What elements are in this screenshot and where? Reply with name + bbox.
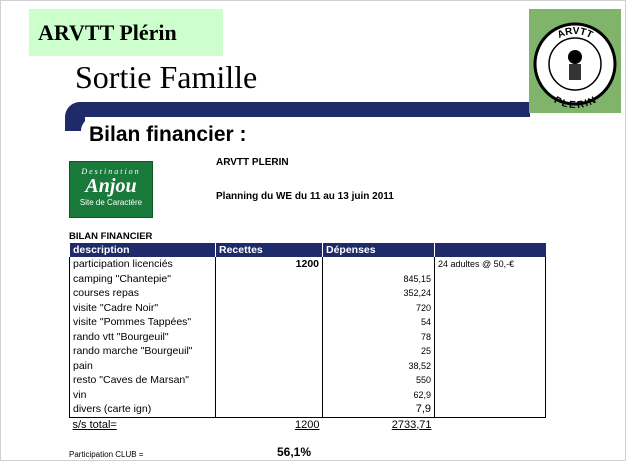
table-row: camping "Chantepie" 845,15 [69, 271, 546, 286]
total-cell: 2733,71 [391, 418, 432, 431]
table-cell [434, 344, 546, 359]
anjou-top: Destination [81, 167, 141, 176]
table-cell: visite "Cadre Noir" [69, 300, 216, 315]
table-cell: 24 adultes @ 50,-€ [434, 257, 546, 272]
table-row: courses repas 352,24 [69, 286, 546, 301]
table-cell: 550 [322, 373, 435, 388]
table-row: rando vtt "Bourgeuil" 78 [69, 329, 546, 344]
table-cell: 845,15 [322, 271, 435, 286]
section-title: Bilan financier : [89, 123, 247, 146]
table-row: rando marche "Bourgeuil" 25 [69, 344, 546, 359]
header-cell [434, 243, 546, 257]
budget-table: description Recettes Dépenses participation… [69, 243, 546, 432]
table-caption: BILAN FINANCIER [69, 231, 153, 242]
total-cell: s/s total= [72, 418, 117, 431]
table-cell [434, 358, 546, 373]
org: ARVTT PLERIN [216, 157, 289, 168]
header-cell: description [69, 243, 216, 257]
table-cell [215, 387, 323, 402]
table-cell [215, 271, 323, 286]
brand: ARVTT Plérin [38, 20, 177, 45]
table-cell: 54 [322, 315, 435, 330]
table-cell: 352,24 [322, 286, 435, 301]
logo-figure [568, 50, 582, 64]
title-band [65, 117, 85, 131]
table-row: vin 62,9 [69, 387, 546, 402]
total-row: s/s total= 1200 2733,71 [70, 417, 546, 432]
anjou-bottom: Site de Caractère [79, 198, 143, 207]
table-row: visite "Cadre Noir" 720 [69, 300, 546, 315]
table-cell: 38,52 [322, 358, 435, 373]
table-cell [322, 257, 435, 272]
logo-text: PLERIN [552, 95, 598, 111]
table-cell [434, 402, 546, 418]
table-cell [215, 315, 323, 330]
table-cell: pain [69, 358, 216, 373]
table-cell: 78 [322, 329, 435, 344]
table-cell [434, 286, 546, 301]
header-cell: Dépenses [322, 243, 435, 257]
table-cell: 1200 [215, 257, 323, 272]
table-cell: visite "Pommes Tappées" [69, 315, 216, 330]
table-row: visite "Pommes Tappées" 54 [69, 315, 546, 330]
table-cell: 62,9 [322, 387, 435, 402]
logo-figure [569, 64, 581, 80]
header-cell: Recettes [215, 243, 323, 257]
club-logo-art: ARVTT PLERIN [533, 22, 617, 111]
table-cell [434, 329, 546, 344]
header-row: description Recettes Dépenses [69, 243, 546, 257]
table-cell: divers (carte ign) [69, 402, 216, 418]
table-cell [434, 300, 546, 315]
table-cell [434, 387, 546, 402]
table-cell [215, 329, 323, 344]
anjou-logo: Destination Anjou Site de Caractère [69, 161, 153, 218]
table-cell: rando marche "Bourgeuil" [69, 344, 216, 359]
slide-title: Sortie Famille [75, 59, 258, 95]
participation-label: Participation CLUB = [69, 450, 144, 459]
table-cell [434, 271, 546, 286]
club-logo: ARVTT PLERIN [529, 9, 621, 113]
table-cell [434, 373, 546, 388]
total-cell: 1200 [295, 418, 320, 431]
table-cell [215, 344, 323, 359]
table-cell [215, 373, 323, 388]
planning: Planning du WE du 11 au 13 juin 2011 [216, 191, 394, 202]
table-cell [215, 286, 323, 301]
table-cell: 7,9 [322, 402, 435, 418]
table-cell: resto "Caves de Marsan" [69, 373, 216, 388]
table-row: participation licenciés 1200 24 adultes @ … [69, 257, 546, 272]
brand-box: ARVTT Plérin [29, 9, 223, 56]
table-cell: rando vtt "Bourgeuil" [69, 329, 216, 344]
table-row: pain 38,52 [69, 358, 546, 373]
band-cut [81, 117, 101, 133]
table-cell [215, 402, 323, 418]
table-row: resto "Caves de Marsan" 550 [69, 373, 546, 388]
table-cell [215, 300, 323, 315]
table-cell: camping "Chantepie" [69, 271, 216, 286]
table-cell: 25 [322, 344, 435, 359]
table-cell [434, 315, 546, 330]
title-band [65, 102, 530, 117]
table-cell: courses repas [69, 286, 216, 301]
logo-text: ARVTT [556, 26, 595, 41]
table-row: divers (carte ign) 7,9 [69, 402, 546, 418]
table-cell: vin [69, 387, 216, 402]
table-cell: participation licenciés [69, 257, 216, 272]
anjou-name: Anjou [85, 175, 137, 197]
participation-value: 56,1% [277, 445, 312, 459]
table-cell: 720 [322, 300, 435, 315]
table-cell [215, 358, 323, 373]
